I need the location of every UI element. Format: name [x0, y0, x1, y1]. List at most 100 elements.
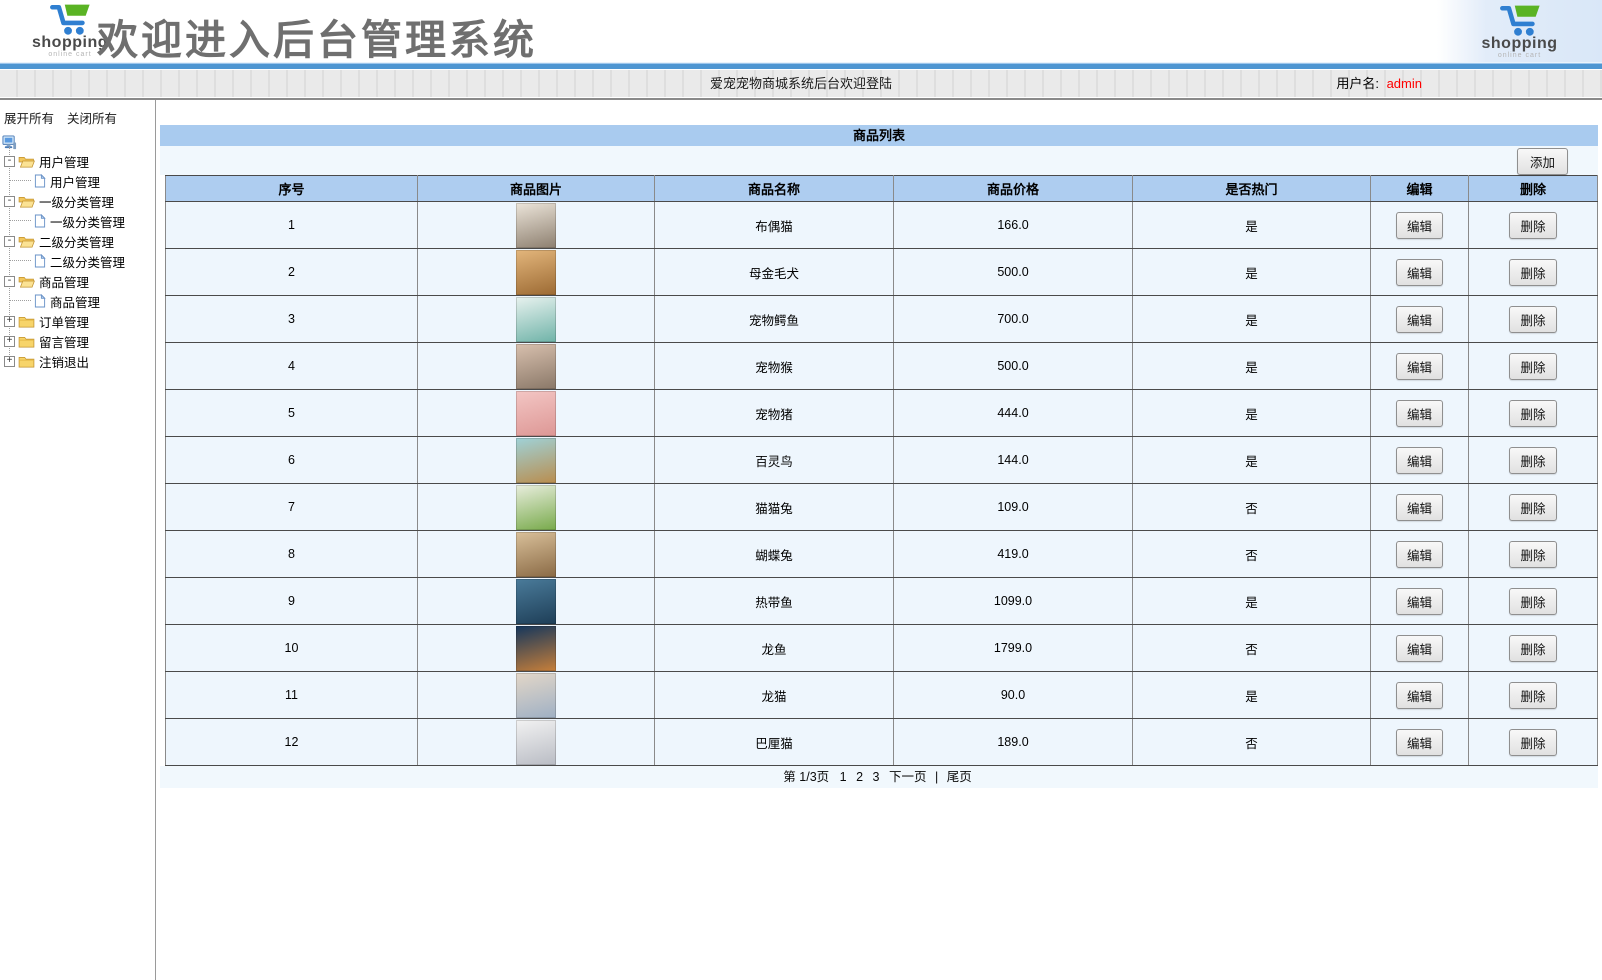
tree-item[interactable]: +	[0, 331, 155, 351]
file-icon	[34, 174, 46, 188]
product-image	[516, 578, 556, 624]
cell-edit: 编辑	[1370, 342, 1469, 390]
tree-item[interactable]: -	[0, 151, 155, 171]
tree-item[interactable]: -	[0, 191, 155, 211]
folder-open-icon	[18, 195, 35, 208]
logo-tagline-text: online cart	[48, 51, 92, 58]
product-panel: 商品列表 添加 序号 商品图片 商品名称	[160, 125, 1598, 788]
folder-open-icon	[18, 275, 35, 288]
last-page-link[interactable]: 尾页	[946, 770, 972, 784]
product-image	[516, 484, 556, 530]
tree-toggle-icon[interactable]: -	[4, 195, 15, 207]
cell-name: 猫猫兔	[654, 483, 894, 531]
delete-button[interactable]: 删除	[1509, 728, 1557, 756]
tree-toggle-icon[interactable]: -	[4, 155, 15, 167]
edit-button[interactable]: 编辑	[1395, 352, 1443, 380]
tree-item[interactable]: +	[0, 351, 155, 371]
edit-button[interactable]: 编辑	[1395, 587, 1443, 615]
tree-toggle-icon[interactable]: +	[4, 315, 15, 327]
delete-button[interactable]: 删除	[1509, 540, 1557, 568]
edit-button[interactable]: 编辑	[1395, 728, 1443, 756]
tree-item-label[interactable]: 一级分类管理	[50, 215, 126, 230]
cell-edit: 编辑	[1370, 248, 1469, 296]
delete-button[interactable]: 删除	[1509, 634, 1557, 662]
delete-button[interactable]: 删除	[1509, 681, 1557, 709]
cell-hot: 否	[1132, 624, 1371, 672]
add-button[interactable]: 添加	[1516, 148, 1568, 175]
cell-index: 3	[165, 295, 418, 343]
tree-item[interactable]: 二级分类管理	[0, 251, 155, 271]
folder-open-icon	[18, 155, 35, 168]
delete-button[interactable]: 删除	[1509, 352, 1557, 380]
cell-delete: 删除	[1468, 530, 1598, 578]
page-link[interactable]: 2	[856, 770, 864, 784]
delete-button[interactable]: 删除	[1509, 258, 1557, 286]
tree-item[interactable]: 商品管理	[0, 291, 155, 311]
tree-item-label[interactable]: 二级分类管理	[50, 255, 126, 270]
table-row: 9 热带鱼 1099.0 是 编辑 删除	[165, 577, 1598, 625]
tree-item-label[interactable]: 用户管理	[39, 155, 90, 170]
edit-button[interactable]: 编辑	[1395, 211, 1443, 239]
edit-button[interactable]: 编辑	[1395, 540, 1443, 568]
table-header-row: 序号 商品图片 商品名称 商品价格 是否热门 编辑 删除	[165, 175, 1598, 202]
nav-tree: -	[0, 147, 155, 371]
cell-edit: 编辑	[1370, 436, 1469, 484]
edit-button[interactable]: 编辑	[1395, 305, 1443, 333]
cell-edit: 编辑	[1370, 624, 1469, 672]
tree-item-label[interactable]: 留言管理	[39, 335, 90, 350]
delete-button[interactable]: 删除	[1509, 305, 1557, 333]
product-image	[516, 343, 556, 389]
tree-item-label[interactable]: 商品管理	[39, 275, 90, 290]
table-row: 1 布偶猫 166.0 是 编辑 删除	[165, 201, 1598, 249]
collapse-all-link[interactable]: 关闭所有	[67, 112, 118, 126]
expand-all-link[interactable]: 展开所有	[4, 112, 55, 126]
next-page-link[interactable]: 下一页	[888, 770, 927, 784]
tree-root-node[interactable]	[0, 133, 155, 151]
delete-button[interactable]: 删除	[1509, 211, 1557, 239]
cell-hot: 否	[1132, 718, 1371, 766]
delete-button[interactable]: 删除	[1509, 399, 1557, 427]
tree-item-label[interactable]: 用户管理	[50, 175, 101, 190]
tree-item[interactable]: -	[0, 231, 155, 251]
tree-item[interactable]: 一级分类管理	[0, 211, 155, 231]
cell-image	[417, 295, 655, 343]
cell-index: 10	[165, 624, 418, 672]
delete-button[interactable]: 删除	[1509, 493, 1557, 521]
toolbar: 添加	[160, 146, 1598, 175]
cell-image	[417, 624, 655, 672]
cell-hot: 是	[1132, 201, 1371, 249]
delete-button[interactable]: 删除	[1509, 446, 1557, 474]
page-link[interactable]: 1	[839, 770, 847, 784]
edit-button[interactable]: 编辑	[1395, 446, 1443, 474]
tree-item-label[interactable]: 一级分类管理	[39, 195, 115, 210]
product-image	[516, 719, 556, 765]
edit-button[interactable]: 编辑	[1395, 493, 1443, 521]
tree-item[interactable]: 用户管理	[0, 171, 155, 191]
tree-toggle-icon[interactable]: +	[4, 335, 15, 347]
panel-title: 商品列表	[160, 125, 1598, 146]
edit-button[interactable]: 编辑	[1395, 258, 1443, 286]
edit-button[interactable]: 编辑	[1395, 681, 1443, 709]
tree-item[interactable]: +	[0, 311, 155, 331]
tree-toggle-icon[interactable]: -	[4, 275, 15, 287]
page-link[interactable]: 3	[872, 770, 880, 784]
delete-button[interactable]: 删除	[1509, 587, 1557, 615]
cell-delete: 删除	[1468, 389, 1598, 437]
tree-toggle-icon[interactable]: +	[4, 355, 15, 367]
cell-image	[417, 718, 655, 766]
logo-brand-text: shopping	[32, 34, 108, 51]
tree-toggle-icon[interactable]: -	[4, 235, 15, 247]
edit-button[interactable]: 编辑	[1395, 634, 1443, 662]
table-row: 7 猫猫兔 109.0 否 编辑 删除	[165, 483, 1598, 531]
cell-name: 热带鱼	[654, 577, 894, 625]
tree-item-label[interactable]: 订单管理	[39, 315, 90, 330]
tree-item-label[interactable]: 注销退出	[39, 355, 90, 370]
cell-image	[417, 248, 655, 296]
tree-item-label[interactable]: 商品管理	[50, 295, 101, 310]
tree-item[interactable]: -	[0, 271, 155, 291]
shopping-logo: shopping online cart	[10, 2, 130, 59]
tree-connector	[9, 171, 31, 181]
tree-item-label[interactable]: 二级分类管理	[39, 235, 115, 250]
edit-button[interactable]: 编辑	[1395, 399, 1443, 427]
cell-price: 500.0	[893, 248, 1133, 296]
